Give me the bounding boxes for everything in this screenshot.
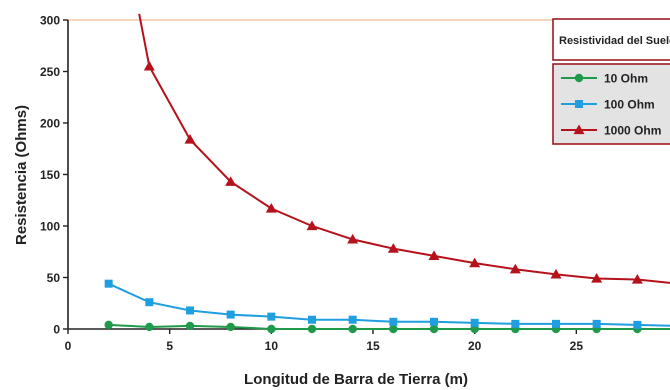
x-tick-label: 10: [265, 339, 279, 353]
data-point: [633, 320, 642, 329]
data-point: [631, 274, 643, 284]
data-point: [104, 279, 113, 288]
data-point: [185, 321, 195, 331]
data-point: [429, 324, 439, 334]
data-point: [347, 233, 359, 244]
data-point: [184, 133, 196, 144]
data-point: [592, 319, 601, 328]
data-point: [428, 250, 440, 260]
data-point: [430, 317, 438, 326]
data-point: [145, 322, 154, 332]
legend-label: 10 Ohm: [604, 72, 648, 86]
y-tick-label: 100: [40, 220, 60, 234]
data-point: [389, 317, 398, 326]
legend-marker: [573, 124, 585, 135]
data-point: [389, 324, 398, 334]
series-1000-ohm: [138, 13, 670, 284]
data-point: [186, 306, 194, 315]
series-100-ohm: [104, 279, 670, 329]
x-tick-label: 25: [570, 339, 584, 353]
data-point: [307, 324, 317, 334]
y-tick-label: 50: [47, 271, 61, 285]
x-axis-label: Longitud de Barra de Tierra (m): [244, 371, 468, 388]
data-point: [469, 257, 481, 268]
y-axis-label: Resistencia (Ohms): [13, 105, 30, 245]
legend-label: 1000 Ohm: [604, 124, 661, 138]
y-tick-label: 200: [40, 117, 60, 131]
data-point: [143, 60, 155, 71]
data-point: [591, 273, 603, 283]
legend-marker: [574, 73, 584, 83]
legend-marker: [575, 100, 583, 108]
y-tick-label: 150: [40, 168, 60, 182]
legend-entry: 1000 Ohm: [561, 124, 661, 138]
data-point: [550, 268, 562, 279]
legend-entry: 10 Ohm: [561, 72, 648, 86]
data-point: [509, 263, 521, 274]
y-tick-label: 250: [40, 65, 60, 79]
legend-label: 100 Ohm: [604, 98, 655, 112]
data-point: [470, 318, 479, 327]
data-point: [267, 324, 276, 334]
series-layer: [104, 13, 670, 334]
legend-title: Resistividad del Suelo: [559, 35, 670, 47]
data-point: [348, 324, 357, 334]
x-tick-label: 20: [468, 339, 482, 353]
y-tick-label: 300: [40, 14, 60, 28]
x-axis: 051015202530: [65, 328, 670, 353]
data-point: [145, 298, 154, 307]
data-point: [511, 319, 520, 328]
data-point: [267, 312, 276, 321]
data-point: [552, 319, 560, 328]
data-point: [265, 202, 277, 213]
x-tick-label: 15: [366, 339, 380, 353]
y-axis: 0 50 100 150 200 250 300: [40, 14, 69, 337]
data-point: [348, 315, 357, 324]
legend-title-box: [552, 18, 670, 61]
data-point: [225, 176, 237, 186]
data-point: [387, 243, 399, 253]
x-tick-label: 5: [166, 339, 173, 353]
data-point: [226, 322, 235, 332]
x-tick-label: 0: [65, 339, 72, 353]
series-10-ohm: [104, 320, 670, 334]
data-point: [226, 310, 235, 319]
data-point: [104, 320, 113, 330]
data-point: [308, 315, 316, 324]
data-point: [306, 220, 318, 231]
data-point: [470, 324, 479, 334]
legend-entry: 100 Ohm: [561, 98, 655, 112]
y-tick-label: 0: [53, 323, 60, 337]
legend: Resistividad del Suelo 10 Ohm 100 Ohm 1000…: [552, 18, 670, 145]
